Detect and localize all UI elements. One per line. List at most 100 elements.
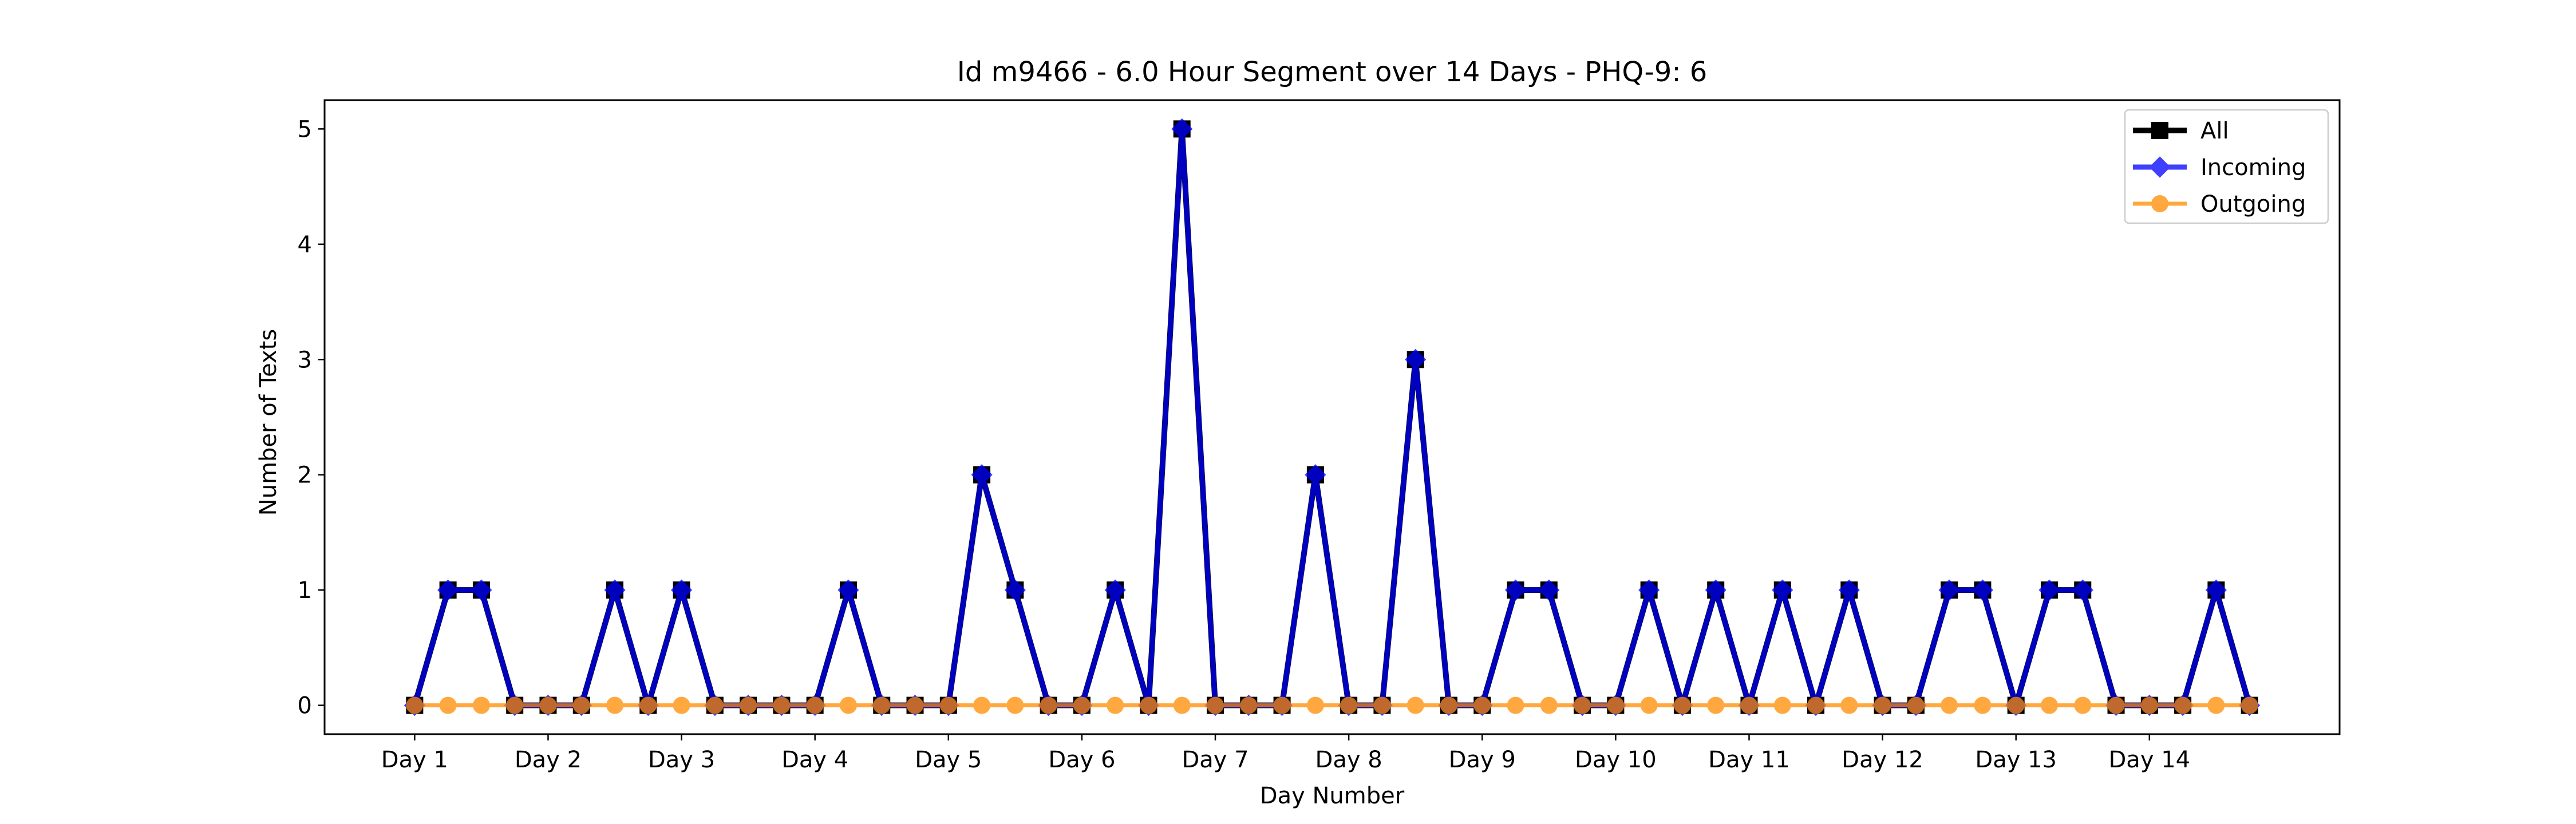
data-point xyxy=(639,696,657,714)
data-point xyxy=(839,696,857,714)
legend-label: Outgoing xyxy=(2200,191,2306,217)
data-point xyxy=(1473,696,1491,714)
data-point xyxy=(1807,696,1825,714)
data-point xyxy=(2107,696,2125,714)
x-tick-label: Day 7 xyxy=(1182,747,1249,773)
legend-swatch xyxy=(2133,122,2187,139)
data-point xyxy=(2038,579,2060,601)
series-outgoing xyxy=(406,696,2258,714)
data-point xyxy=(837,579,859,601)
x-tick-label: Day 6 xyxy=(1048,747,1115,773)
x-tick-label: Day 12 xyxy=(1842,747,1923,773)
data-point xyxy=(1207,696,1224,714)
y-tick-label: 0 xyxy=(298,693,312,719)
data-point xyxy=(439,696,457,714)
data-point xyxy=(1840,696,1858,714)
data-point xyxy=(506,696,524,714)
data-point xyxy=(1507,696,1524,714)
data-point xyxy=(806,696,824,714)
data-point xyxy=(2074,696,2092,714)
legend-item: Outgoing xyxy=(2133,191,2306,217)
axes-frame xyxy=(323,99,2341,735)
x-tick-label: Day 4 xyxy=(781,747,848,773)
data-point xyxy=(606,696,624,714)
data-point xyxy=(670,579,693,601)
data-point xyxy=(604,579,626,601)
x-tick-label: Day 5 xyxy=(915,747,982,773)
data-point xyxy=(1104,579,1126,601)
data-point xyxy=(1538,579,1560,601)
data-point xyxy=(1974,696,1992,714)
x-tick-label: Day 14 xyxy=(2109,747,2191,773)
data-point xyxy=(1773,696,1791,714)
x-tick-label: Day 3 xyxy=(648,747,715,773)
data-point xyxy=(1004,579,1026,601)
data-point xyxy=(472,696,490,714)
legend-label: Incoming xyxy=(2200,154,2306,181)
data-point xyxy=(1640,696,1658,714)
legend-item: All xyxy=(2133,118,2229,144)
legend-marker xyxy=(2149,156,2171,178)
data-point xyxy=(2140,696,2158,714)
data-point xyxy=(1504,579,1527,601)
data-point xyxy=(2072,579,2093,601)
legend: All Incoming Outgoing xyxy=(2124,109,2329,224)
x-axis-label: Day Number xyxy=(1260,783,1405,809)
data-point xyxy=(706,696,724,714)
data-point xyxy=(1673,696,1691,714)
data-point xyxy=(1638,579,1660,601)
data-point xyxy=(1772,579,1793,601)
data-point xyxy=(437,579,459,601)
data-point xyxy=(1406,696,1424,714)
x-tick-label: Day 8 xyxy=(1315,747,1382,773)
data-point xyxy=(1305,464,1326,486)
data-point xyxy=(1273,696,1291,714)
y-tick-label: 3 xyxy=(298,347,312,373)
x-tick-label: Day 9 xyxy=(1449,747,1516,773)
chart-title: Id m9466 - 6.0 Hour Segment over 14 Days… xyxy=(957,56,1708,88)
data-point xyxy=(1607,696,1625,714)
data-point xyxy=(1107,696,1124,714)
data-point xyxy=(572,696,590,714)
data-point xyxy=(1440,696,1457,714)
data-point xyxy=(1373,696,1391,714)
data-point xyxy=(1240,696,1258,714)
data-point xyxy=(1707,696,1725,714)
data-point xyxy=(1941,696,1958,714)
y-tick-label: 1 xyxy=(298,577,312,604)
x-tick-label: Day 11 xyxy=(1708,747,1790,773)
data-point xyxy=(1540,696,1558,714)
legend-label: All xyxy=(2200,118,2229,144)
data-point xyxy=(1705,579,1726,601)
x-tick-label: Day 2 xyxy=(515,747,582,773)
data-point xyxy=(1740,696,1758,714)
data-point xyxy=(1040,696,1057,714)
data-point xyxy=(2174,696,2192,714)
legend-item: Incoming xyxy=(2133,154,2306,181)
x-tick-label: Day 13 xyxy=(1975,747,2057,773)
data-point xyxy=(1938,579,1960,601)
data-point xyxy=(1874,696,1891,714)
data-point xyxy=(1006,696,1024,714)
plot-area: Day 1 Day 2 Day 3 Day 4 Day 5 Day 6 Day 7 Day 8… xyxy=(298,99,2341,773)
legend-swatch xyxy=(2133,156,2187,178)
data-point xyxy=(2040,696,2058,714)
data-point xyxy=(2207,696,2225,714)
legend-marker xyxy=(2151,195,2168,212)
data-point xyxy=(873,696,891,714)
legend-swatch xyxy=(2133,195,2187,212)
data-point xyxy=(973,696,991,714)
data-point xyxy=(1173,696,1191,714)
data-point xyxy=(1574,696,1591,714)
data-point xyxy=(1306,696,1324,714)
x-tick-label: Day 1 xyxy=(381,747,448,773)
y-tick-label: 2 xyxy=(298,462,312,489)
data-point xyxy=(2241,696,2258,714)
data-point xyxy=(2205,579,2227,601)
y-axis-label: Number of Texts xyxy=(255,329,282,516)
y-tick-label: 5 xyxy=(298,116,312,142)
y-tick-label: 4 xyxy=(298,232,312,258)
data-point xyxy=(2007,696,2025,714)
data-point xyxy=(1171,118,1193,140)
